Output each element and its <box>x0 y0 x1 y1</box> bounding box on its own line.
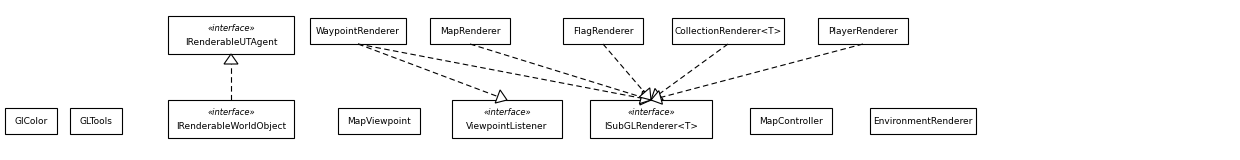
Polygon shape <box>651 91 662 104</box>
Text: WaypointRenderer: WaypointRenderer <box>316 27 401 36</box>
Bar <box>590 100 712 138</box>
Polygon shape <box>495 90 507 103</box>
Text: IRenderableWorldObject: IRenderableWorldObject <box>176 122 286 131</box>
Polygon shape <box>640 91 651 105</box>
Text: PlayerRenderer: PlayerRenderer <box>828 27 898 36</box>
Bar <box>818 18 908 44</box>
Bar <box>310 18 405 44</box>
Text: CollectionRenderer<T>: CollectionRenderer<T> <box>675 27 781 36</box>
Bar <box>339 108 420 134</box>
Bar <box>672 18 784 44</box>
Text: MapRenderer: MapRenderer <box>440 27 500 36</box>
Polygon shape <box>651 88 663 100</box>
Text: «interface»: «interface» <box>627 108 675 117</box>
Text: ViewpointListener: ViewpointListener <box>466 122 548 131</box>
Text: EnvironmentRenderer: EnvironmentRenderer <box>873 116 972 125</box>
Polygon shape <box>639 88 651 100</box>
Bar <box>167 16 294 54</box>
Text: «interface»: «interface» <box>207 108 254 117</box>
Text: «interface»: «interface» <box>484 108 531 117</box>
Text: IRenderableUTAgent: IRenderableUTAgent <box>185 38 278 47</box>
Bar <box>563 18 644 44</box>
Text: FlagRenderer: FlagRenderer <box>573 27 634 36</box>
Bar <box>870 108 976 134</box>
Text: GIColor: GIColor <box>15 116 47 125</box>
Text: MapController: MapController <box>759 116 823 125</box>
Bar <box>167 100 294 138</box>
Text: GLTools: GLTools <box>79 116 113 125</box>
Polygon shape <box>640 90 651 104</box>
Text: MapViewpoint: MapViewpoint <box>347 116 410 125</box>
Text: «interface»: «interface» <box>207 24 254 33</box>
Polygon shape <box>224 54 238 64</box>
Bar <box>430 18 510 44</box>
Bar <box>453 100 562 138</box>
Bar <box>69 108 122 134</box>
Bar <box>750 108 832 134</box>
Bar <box>5 108 57 134</box>
Text: ISubGLRenderer<T>: ISubGLRenderer<T> <box>604 122 698 131</box>
